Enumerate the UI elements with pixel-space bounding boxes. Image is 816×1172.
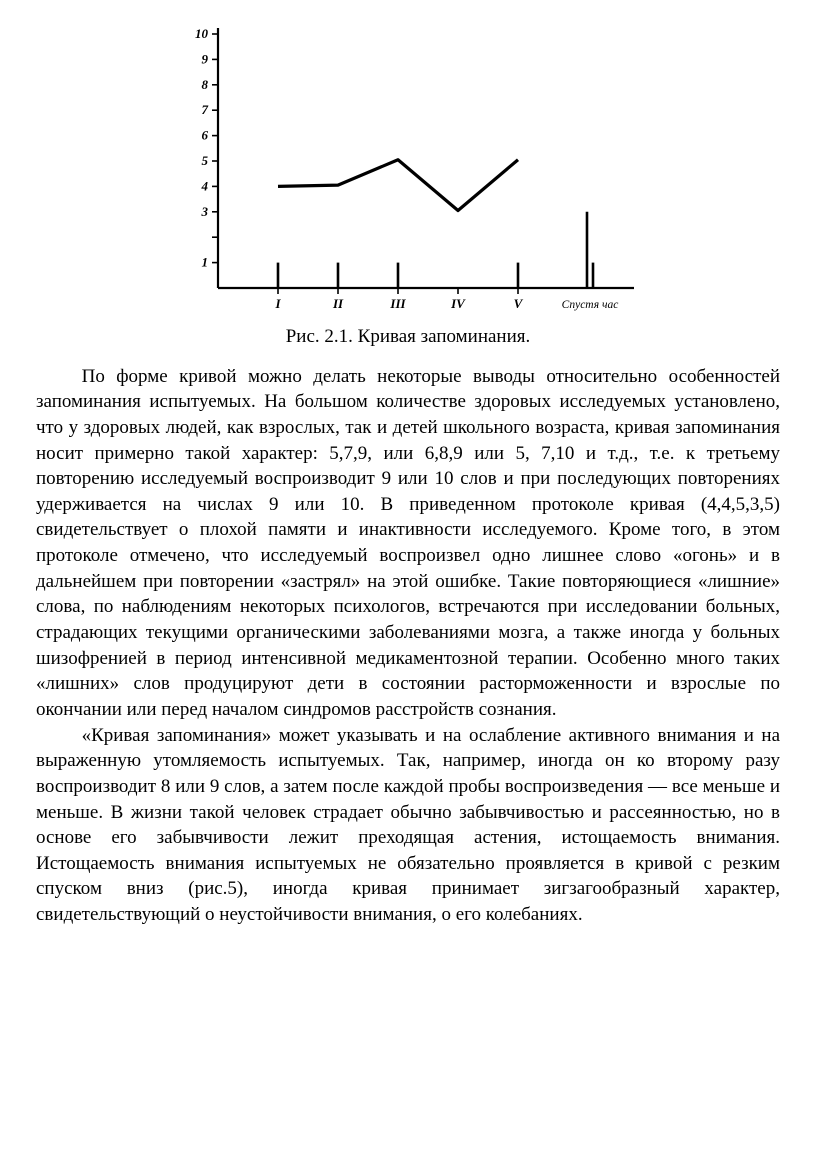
body-text: По форме кривой можно делать некоторые в…	[36, 364, 780, 928]
svg-text:Спустя час: Спустя час	[562, 299, 619, 311]
figure-caption: Рис. 2.1. Кривая запоминания.	[286, 324, 531, 350]
svg-text:4: 4	[201, 178, 209, 193]
svg-text:5: 5	[202, 153, 209, 168]
svg-text:7: 7	[202, 102, 209, 117]
svg-text:II: II	[332, 296, 344, 311]
memory-curve-figure: 1098765431IIIIIIIVVСпустя час Рис. 2.1. …	[36, 20, 780, 350]
svg-text:1: 1	[202, 255, 209, 270]
svg-text:6: 6	[202, 128, 209, 143]
paragraph-1: По форме кривой можно делать некоторые в…	[36, 364, 780, 723]
svg-text:9: 9	[202, 51, 209, 66]
svg-text:V: V	[514, 296, 524, 311]
svg-text:III: III	[389, 296, 406, 311]
paragraph-2: «Кривая запоминания» может указывать и н…	[36, 723, 780, 928]
svg-text:I: I	[274, 296, 281, 311]
svg-text:10: 10	[195, 26, 209, 41]
svg-text:8: 8	[202, 77, 209, 92]
svg-text:3: 3	[201, 204, 209, 219]
svg-text:IV: IV	[450, 296, 466, 311]
memory-curve-chart: 1098765431IIIIIIIVVСпустя час	[158, 20, 658, 320]
